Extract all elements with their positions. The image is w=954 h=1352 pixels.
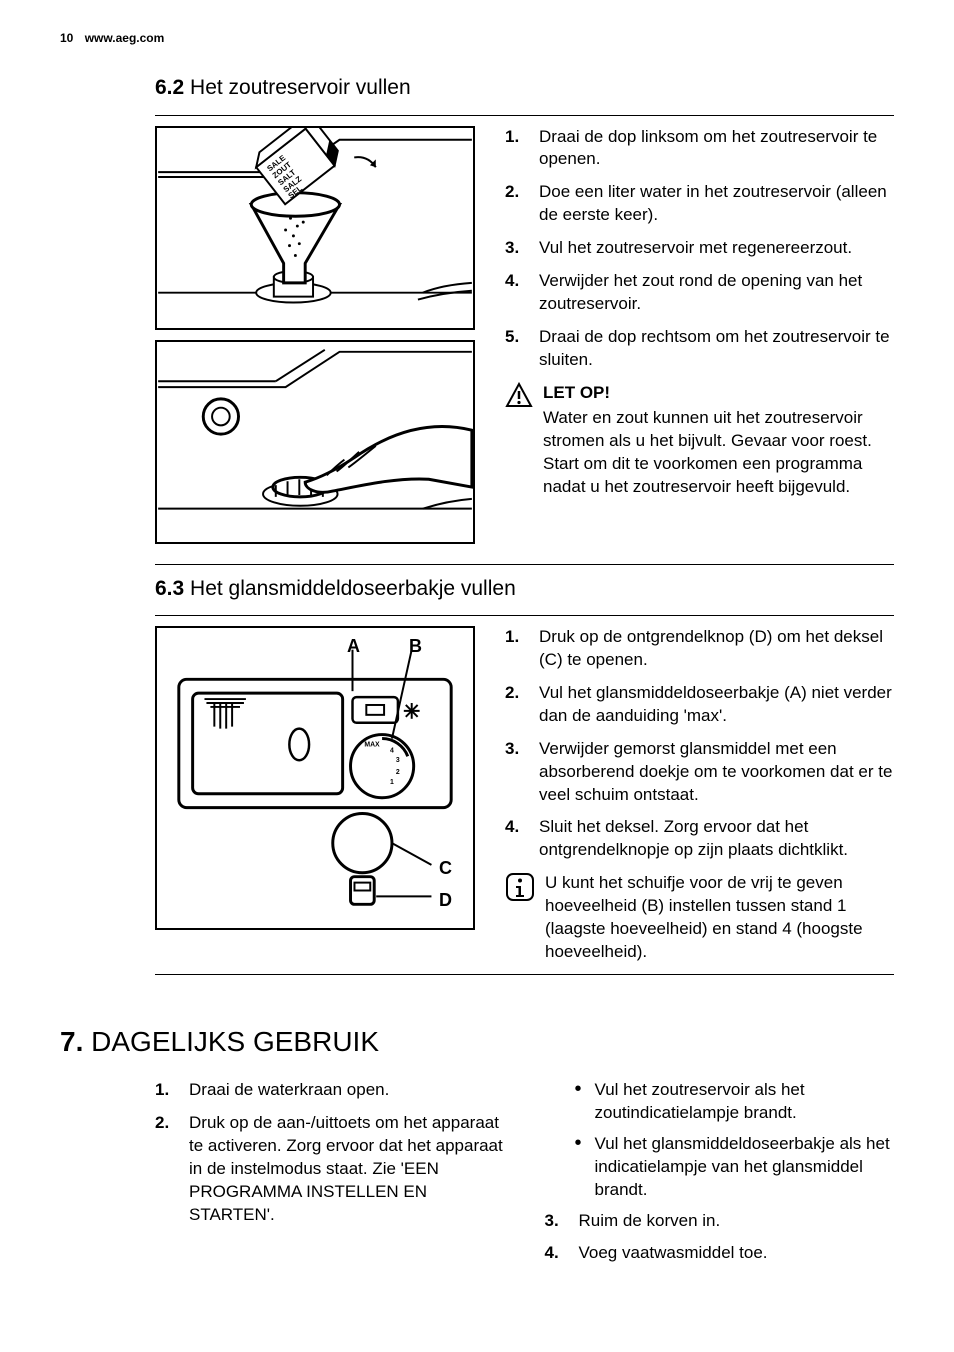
step-text: Vul het zoutreservoir met regenereerzout… bbox=[539, 238, 852, 257]
step: Vul het glansmiddeldoseerbakje (A) niet … bbox=[505, 682, 894, 728]
rule-6-3-bottom bbox=[155, 974, 894, 975]
section-6-2-title: 6.2 Het zoutreservoir vullen bbox=[155, 74, 894, 102]
section-6-2-heading: Het zoutreservoir vullen bbox=[190, 76, 411, 99]
step: Doe een liter water in het zoutreservoir… bbox=[505, 181, 894, 227]
chapter-7-number: 7. bbox=[60, 1026, 83, 1057]
section-6-3-heading: Het glansmiddeldoseerbakje vullen bbox=[190, 577, 516, 600]
section-6-3-text: Druk op de ontgrendelknop (D) om het dek… bbox=[505, 626, 894, 964]
section-6-2-steps: Draai de dop linksom om het zoutreservoi… bbox=[505, 126, 894, 372]
info-block: U kunt het schuifje voor de vrij te geve… bbox=[505, 872, 894, 964]
step-text: Druk op de aan-/uittoets om het apparaat… bbox=[189, 1113, 503, 1224]
figure-label-a: A bbox=[347, 634, 360, 658]
figure-rinse-aid: MAX 4 3 2 1 A B C D bbox=[155, 626, 475, 930]
step: Sluit het deksel. Zorg ervoor dat het on… bbox=[505, 816, 894, 862]
section-6-2-text: Draai de dop linksom om het zoutreservoi… bbox=[505, 126, 894, 554]
page-number: 10 bbox=[60, 30, 73, 46]
section-6-3-number: 6.3 bbox=[155, 577, 184, 600]
dial-4: 4 bbox=[390, 747, 394, 754]
chapter-7-title: 7. DAGELIJKS GEBRUIK bbox=[60, 1023, 894, 1061]
step: Ruim de korven in. bbox=[545, 1210, 895, 1233]
figure-salt-pour: SALE ZOUT SALT SALZ SEL bbox=[155, 126, 475, 330]
figure-label-d: D bbox=[439, 888, 452, 912]
dial-3: 3 bbox=[396, 757, 400, 764]
chapter-7-bullets: Vul het zoutreservoir als het zoutindica… bbox=[545, 1079, 895, 1202]
step-text: Verwijder het zout rond de opening van h… bbox=[539, 271, 862, 313]
step: Druk op de ontgrendelknop (D) om het dek… bbox=[505, 626, 894, 672]
section-6-2-figures: SALE ZOUT SALT SALZ SEL bbox=[155, 126, 475, 554]
step-text: Vul het glansmiddeldoseerbakje (A) niet … bbox=[539, 683, 892, 725]
figure-salt-pour-svg: SALE ZOUT SALT SALZ SEL bbox=[157, 128, 473, 328]
step-text: Draai de dop linksom om het zoutreservoi… bbox=[539, 127, 877, 169]
step: Draai de dop linksom om het zoutreservoi… bbox=[505, 126, 894, 172]
section-6-3-title: 6.3 Het glansmiddeldoseerbakje vullen bbox=[155, 575, 894, 603]
warning-title: LET OP! bbox=[543, 382, 894, 405]
step: Draai de dop rechtsom om het zoutreservo… bbox=[505, 326, 894, 372]
step: Voeg vaatwasmiddel toe. bbox=[545, 1242, 895, 1265]
chapter-7-left: Draai de waterkraan open. Druk op de aan… bbox=[155, 1079, 505, 1276]
dial-2: 2 bbox=[396, 769, 400, 776]
step-text: Druk op de ontgrendelknop (D) om het dek… bbox=[539, 627, 883, 669]
dial-1: 1 bbox=[390, 779, 394, 786]
info-icon bbox=[505, 872, 535, 902]
bullet-text: Vul het glansmiddeldoseerbakje als het i… bbox=[595, 1134, 890, 1199]
warning-body: Water en zout kunnen uit het zoutreservo… bbox=[543, 407, 894, 499]
chapter-7-heading: DAGELIJKS GEBRUIK bbox=[91, 1026, 379, 1057]
step-text: Voeg vaatwasmiddel toe. bbox=[579, 1243, 768, 1262]
step: Verwijder gemorst glansmiddel met een ab… bbox=[505, 738, 894, 807]
rule-6-2-top bbox=[155, 115, 894, 116]
figure-label-b: B bbox=[409, 634, 422, 658]
step: Verwijder het zout rond de opening van h… bbox=[505, 270, 894, 316]
section-6-3-steps: Druk op de ontgrendelknop (D) om het dek… bbox=[505, 626, 894, 862]
warning-block: LET OP! Water en zout kunnen uit het zou… bbox=[505, 382, 894, 499]
step: Vul het zoutreservoir met regenereerzout… bbox=[505, 237, 894, 260]
step-text: Ruim de korven in. bbox=[579, 1211, 721, 1230]
section-6-3-body: MAX 4 3 2 1 A B C D bbox=[155, 626, 894, 964]
section-6-2-number: 6.2 bbox=[155, 76, 184, 99]
bullet-text: Vul het zoutreservoir als het zoutindica… bbox=[595, 1080, 805, 1122]
site-url: www.aeg.com bbox=[85, 30, 165, 46]
step-text: Sluit het deksel. Zorg ervoor dat het on… bbox=[539, 817, 848, 859]
chapter-7-body: Draai de waterkraan open. Druk op de aan… bbox=[155, 1079, 894, 1276]
section-6-3-figure: MAX 4 3 2 1 A B C D bbox=[155, 626, 475, 964]
step-text: Verwijder gemorst glansmiddel met een ab… bbox=[539, 739, 892, 804]
rule-6-3-top bbox=[155, 615, 894, 616]
step: Druk op de aan-/uittoets om het apparaat… bbox=[155, 1112, 505, 1227]
figure-rinse-aid-svg: MAX 4 3 2 1 bbox=[157, 628, 473, 928]
bullet: Vul het zoutreservoir als het zoutindica… bbox=[575, 1079, 895, 1125]
page-header: 10 www.aeg.com bbox=[60, 30, 894, 46]
step-text: Draai de waterkraan open. bbox=[189, 1080, 389, 1099]
section-6-2-body: SALE ZOUT SALT SALZ SEL bbox=[155, 126, 894, 554]
warning-icon bbox=[505, 382, 533, 408]
step: Draai de waterkraan open. bbox=[155, 1079, 505, 1102]
dial-max: MAX bbox=[364, 741, 380, 748]
step-text: Draai de dop rechtsom om het zoutreservo… bbox=[539, 327, 890, 369]
warning-text: LET OP! Water en zout kunnen uit het zou… bbox=[543, 382, 894, 499]
chapter-7-left-steps: Draai de waterkraan open. Druk op de aan… bbox=[155, 1079, 505, 1227]
bullet: Vul het glansmiddeldoseerbakje als het i… bbox=[575, 1133, 895, 1202]
chapter-7-right-steps: Ruim de korven in. Voeg vaatwasmiddel to… bbox=[545, 1210, 895, 1266]
figure-label-c: C bbox=[439, 856, 452, 880]
chapter-7-right: Vul het zoutreservoir als het zoutindica… bbox=[545, 1079, 895, 1276]
step-text: Doe een liter water in het zoutreservoir… bbox=[539, 182, 887, 224]
info-text: U kunt het schuifje voor de vrij te geve… bbox=[545, 872, 894, 964]
figure-salt-close-svg bbox=[157, 342, 473, 542]
rule-6-2-bottom bbox=[155, 564, 894, 565]
figure-salt-close bbox=[155, 340, 475, 544]
